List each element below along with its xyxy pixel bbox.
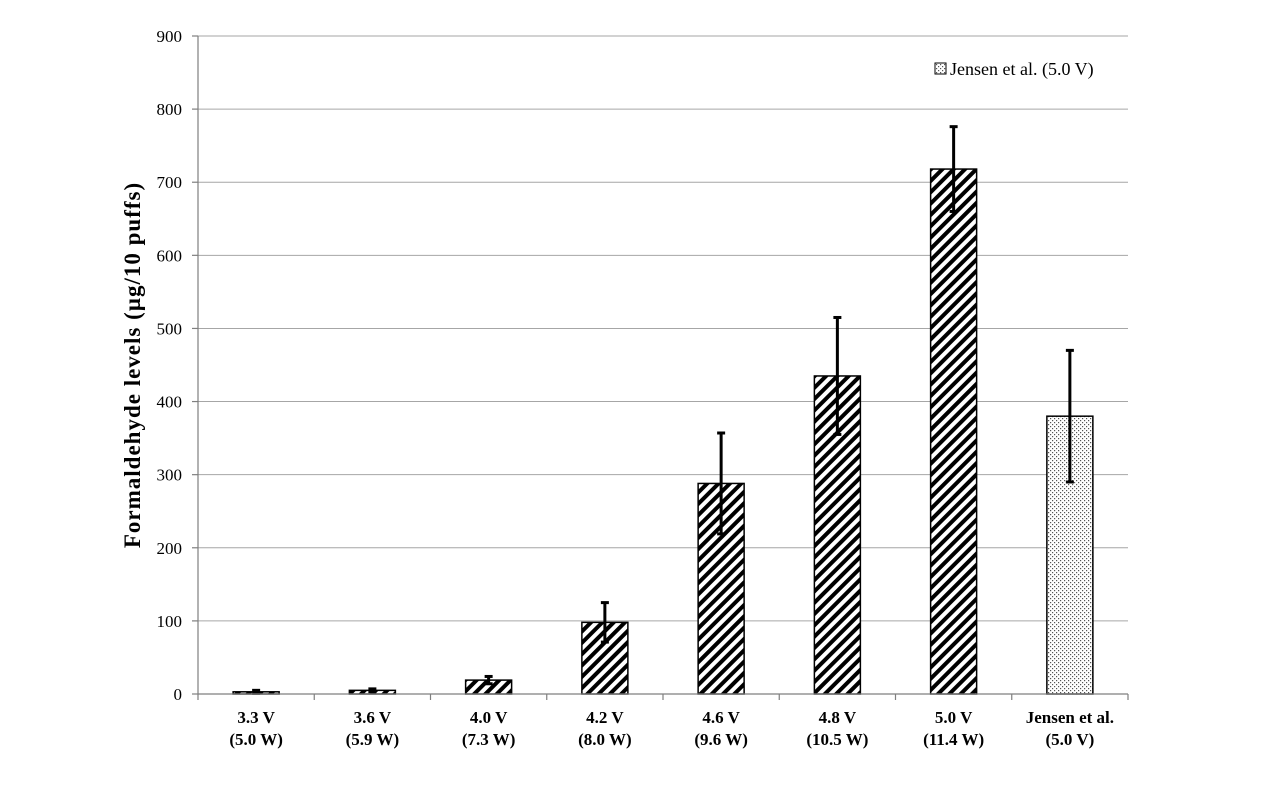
x-tick-label-4-line-1: (9.6 W) — [694, 730, 748, 749]
y-tick-label-200: 200 — [157, 539, 183, 558]
x-tick-label-5-line-0: 4.8 V — [819, 708, 857, 727]
x-tick-label-0: 3.3 V (5.0 W) — [229, 708, 283, 749]
x-tick-label-3: 4.2 V (8.0 W) — [578, 708, 632, 749]
y-tick-label-900: 900 — [157, 27, 183, 46]
bars — [232, 168, 1094, 695]
error-bar-4 — [717, 431, 726, 536]
error-bar-1 — [368, 687, 377, 694]
x-tick-label-1: 3.6 V (5.9 W) — [346, 708, 400, 749]
legend-label: Jensen et al. (5.0 V) — [950, 59, 1094, 80]
x-tick-label-5-line-1: (10.5 W) — [806, 730, 868, 749]
y-tick-label-600: 600 — [157, 246, 183, 265]
x-tick-label-2-line-1: (7.3 W) — [462, 730, 516, 749]
x-tick-label-0-line-0: 3.3 V — [237, 708, 275, 727]
y-tick-label-800: 800 — [157, 100, 183, 119]
x-tick-label-2-line-0: 4.0 V — [470, 708, 508, 727]
x-tick-label-5: 4.8 V (10.5 W) — [806, 708, 868, 749]
legend-swatch-dots — [934, 62, 947, 75]
x-tick-label-2: 4.0 V (7.3 W) — [462, 708, 516, 749]
error-bar-5 — [833, 315, 842, 436]
x-tick-label-6-line-1: (11.4 W) — [923, 730, 984, 749]
x-tick-label-1-line-1: (5.9 W) — [346, 730, 400, 749]
y-axis-label: Formaldehyde levels (µg/10 puffs) — [120, 182, 145, 548]
gridlines — [198, 35, 1128, 622]
x-tick-label-0-line-1: (5.0 W) — [229, 730, 283, 749]
axes — [192, 35, 1129, 700]
y-tick-label-0: 0 — [174, 685, 183, 704]
x-tick-label-4: 4.6 V (9.6 W) — [694, 708, 748, 749]
x-tick-labels: 3.3 V (5.0 W) 3.6 V (5.9 W) 4.0 V (7.3 W) 4.2 … — [229, 708, 1114, 749]
x-tick-label-7: Jensen et al. (5.0 V) — [1026, 708, 1114, 749]
x-tick-label-4-line-0: 4.6 V — [702, 708, 740, 727]
x-tick-label-7-line-0: Jensen et al. — [1026, 708, 1114, 727]
legend: Jensen et al. (5.0 V) — [934, 59, 1094, 80]
bar-6 — [929, 168, 978, 695]
x-tick-label-3-line-1: (8.0 W) — [578, 730, 632, 749]
error-bars — [252, 125, 1074, 695]
y-tick-label-100: 100 — [157, 612, 183, 631]
x-tick-label-6-line-0: 5.0 V — [935, 708, 973, 727]
error-bar-3 — [600, 601, 609, 644]
x-tick-label-6: 5.0 V (11.4 W) — [923, 708, 984, 749]
x-tick-label-7-line-1: (5.0 V) — [1045, 730, 1094, 749]
error-bar-2 — [484, 674, 493, 686]
y-tick-labels: 0 100 200 300 400 500 600 700 800 900 — [157, 27, 183, 704]
error-bar-7 — [1065, 348, 1074, 484]
y-tick-label-300: 300 — [157, 466, 183, 485]
error-bar-0 — [252, 688, 261, 695]
y-tick-label-700: 700 — [157, 173, 183, 192]
error-bar-6 — [949, 125, 958, 213]
y-tick-label-400: 400 — [157, 393, 183, 412]
x-tick-label-3-line-0: 4.2 V — [586, 708, 624, 727]
x-tick-label-1-line-0: 3.6 V — [354, 708, 392, 727]
y-tick-label-500: 500 — [157, 319, 183, 338]
